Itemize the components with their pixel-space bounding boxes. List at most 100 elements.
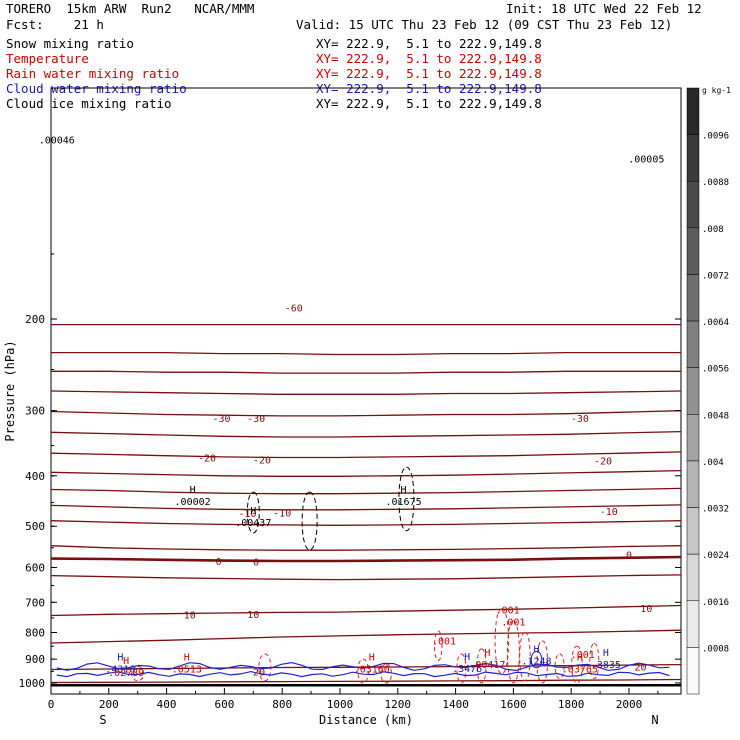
model-name: TORERO [6, 1, 52, 16]
max-marker: H [117, 653, 123, 664]
temperature-contour--20 [50, 487, 682, 495]
temperature-label: 10 [184, 611, 196, 622]
temperature-contour-0 [50, 555, 682, 563]
x-end-label-right: N [651, 713, 658, 727]
max-value-label: .03160 [354, 665, 390, 676]
temperature-contour--35 [50, 430, 682, 438]
cloud-water-contour-bottom [56, 670, 670, 678]
colorbar-segment [686, 414, 700, 462]
x-tick-label: 2000 [616, 698, 643, 711]
field-snow-xy: XY= 222.9, 5.1 to 222.9,149.8 [316, 36, 542, 51]
x-tick-label: 200 [99, 698, 119, 711]
x-end-label-left: S [99, 713, 106, 727]
max-marker: H [603, 648, 609, 659]
max-value-label: .00417 [469, 660, 505, 671]
temperature-label: -30 [247, 414, 265, 425]
temperature-label: -10 [273, 509, 291, 520]
max-value-label: .01675 [386, 497, 422, 508]
max-value-label: .001 [432, 636, 456, 647]
colorbar-label: .0096 [702, 132, 729, 142]
max-value-label: .00002 [175, 497, 211, 508]
valid-time: Valid: 15 UTC Thu 23 Feb 12 (09 CST Thu … [296, 17, 673, 32]
colorbar-label: .008 [702, 225, 724, 235]
temperature-label: 20 [253, 667, 265, 678]
colorbar-segment [686, 227, 700, 275]
max-marker: H [464, 652, 470, 663]
max-value-label: .001 [501, 617, 525, 628]
y-tick-label: 300 [25, 405, 45, 418]
model-title: TORERO 15km ARW Run2 NCAR/MMM [6, 2, 254, 16]
field-cloudice-xy: XY= 222.9, 5.1 to 222.9,149.8 [316, 96, 542, 111]
temperature-contour-5 [50, 574, 682, 581]
rain-contours [131, 608, 600, 684]
x-tick-label: 600 [214, 698, 234, 711]
temperature-label: -20 [594, 457, 612, 468]
colorbar-label: .0056 [702, 365, 729, 375]
temperature-label: -20 [253, 455, 271, 466]
max-marker: H [190, 485, 196, 496]
temperature-label: 10 [247, 610, 259, 621]
rain-contour [571, 645, 583, 684]
rain-contour [357, 658, 369, 684]
max-value-label: .00005 [628, 154, 664, 165]
temperature-label: 10 [640, 604, 652, 615]
temperature-label: 20 [635, 663, 647, 674]
colorbar-label: .0032 [702, 505, 729, 515]
cloud-water-contour [530, 650, 543, 669]
snow-contours [246, 466, 415, 551]
max-value-label: .3476 [452, 664, 482, 675]
colorbar-segment [686, 180, 700, 229]
max-value-label: .00046 [39, 135, 75, 146]
temperature-contour--50 [51, 370, 681, 374]
x-tick-label: 800 [272, 698, 292, 711]
x-tick-label: 0 [48, 698, 55, 711]
y-tick-label: 800 [25, 627, 45, 640]
colorbar-segment [686, 460, 700, 508]
max-value-label: .3835 [591, 660, 621, 671]
colorbar-label: .0016 [702, 598, 729, 608]
field-snow-name: Snow mixing ratio [6, 36, 134, 51]
x-tick-label: 1600 [500, 698, 527, 711]
max-marker: H [123, 656, 129, 667]
colorbar-segment [686, 134, 700, 182]
cloud-water-contour-top [56, 661, 670, 672]
temperature-label: 0 [253, 558, 259, 569]
max-marker: H [484, 648, 490, 659]
x-axis-label: Distance (km) [319, 713, 413, 727]
colorbar-label: .0064 [702, 318, 729, 328]
colorbar-segment [686, 600, 700, 648]
temperature-contour--5 [50, 545, 682, 551]
model-run: Run2 [141, 1, 172, 16]
temperature-contour--15 [50, 504, 682, 511]
temperature-contour--10 [50, 520, 682, 526]
temperature-label: -30 [212, 414, 230, 425]
max-marker: H [401, 485, 407, 496]
temperature-contour--30 [50, 451, 682, 459]
forecast-label: Fcst: [6, 17, 44, 32]
max-value-label: .1248 [521, 657, 551, 668]
x-tick-label: 1000 [327, 698, 354, 711]
init-time: Init: 18 UTC Wed 22 Feb 12 [506, 1, 702, 16]
colorbar-segment [686, 647, 700, 695]
x-tick-label: 400 [157, 698, 177, 711]
max-marker: H [184, 653, 190, 664]
colorbar: .0096 .0088 .008 .0072 .0064 .0056 .0048 .004 .0… [686, 86, 731, 695]
colorbar-segment [686, 553, 700, 602]
rain-contour [476, 648, 487, 684]
max-value-label: .4316 [105, 665, 135, 676]
colorbar-segment [686, 87, 700, 135]
y-tick-label: 200 [25, 313, 45, 326]
rain-contour [494, 608, 510, 675]
max-marker: H [369, 653, 375, 664]
colorbar-segment [686, 274, 700, 322]
temperature-label: 0 [216, 557, 222, 568]
colorbar-label: .0024 [702, 551, 729, 561]
temperature-contour--45 [50, 390, 682, 395]
temperature-label: -10 [600, 507, 618, 518]
colorbar-segment [686, 507, 700, 555]
forecast-hour: Fcst: 21 h [6, 18, 104, 32]
rain-contour [456, 653, 467, 684]
y-tick-label: 600 [25, 561, 45, 574]
